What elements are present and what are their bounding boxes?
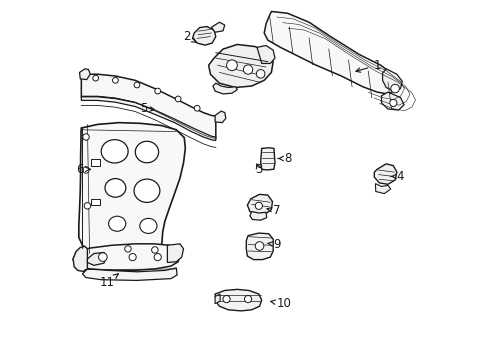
Polygon shape <box>81 97 215 140</box>
Polygon shape <box>381 92 403 110</box>
Polygon shape <box>167 244 183 262</box>
Polygon shape <box>249 212 266 220</box>
Ellipse shape <box>135 141 158 163</box>
Ellipse shape <box>108 216 125 231</box>
Polygon shape <box>382 69 402 91</box>
Polygon shape <box>87 252 106 265</box>
Ellipse shape <box>101 140 128 163</box>
Circle shape <box>82 134 89 140</box>
Polygon shape <box>215 111 225 123</box>
Circle shape <box>134 82 140 88</box>
Polygon shape <box>80 69 90 80</box>
Text: 9: 9 <box>267 238 280 251</box>
Polygon shape <box>82 268 177 280</box>
Polygon shape <box>246 233 273 260</box>
Circle shape <box>82 167 89 173</box>
Circle shape <box>255 202 262 210</box>
Polygon shape <box>91 199 100 205</box>
Polygon shape <box>81 74 215 138</box>
Polygon shape <box>215 294 220 304</box>
Circle shape <box>124 246 131 252</box>
Circle shape <box>223 296 230 303</box>
Circle shape <box>256 69 264 78</box>
Circle shape <box>151 247 158 253</box>
Polygon shape <box>215 289 261 311</box>
Polygon shape <box>73 246 87 271</box>
Text: 5: 5 <box>140 102 154 115</box>
Text: 6: 6 <box>76 163 90 176</box>
Circle shape <box>255 242 264 250</box>
Circle shape <box>93 75 99 81</box>
Text: 2: 2 <box>183 30 196 43</box>
Polygon shape <box>247 194 272 215</box>
Circle shape <box>112 77 118 83</box>
Circle shape <box>84 203 90 209</box>
Circle shape <box>244 296 251 303</box>
Polygon shape <box>73 244 180 270</box>
Ellipse shape <box>140 219 157 233</box>
Circle shape <box>390 84 399 93</box>
Text: 11: 11 <box>100 274 118 289</box>
Text: 10: 10 <box>270 297 291 310</box>
Polygon shape <box>375 184 390 194</box>
Circle shape <box>226 60 237 71</box>
Polygon shape <box>264 12 398 94</box>
Polygon shape <box>79 123 185 260</box>
Polygon shape <box>212 83 237 94</box>
Circle shape <box>175 96 181 102</box>
Ellipse shape <box>134 179 160 202</box>
Polygon shape <box>260 148 274 170</box>
Circle shape <box>389 99 396 107</box>
Polygon shape <box>91 159 100 166</box>
Ellipse shape <box>105 179 125 197</box>
Circle shape <box>99 253 107 261</box>
Text: 4: 4 <box>390 170 404 183</box>
Polygon shape <box>192 27 215 45</box>
Polygon shape <box>373 164 396 184</box>
Circle shape <box>154 253 161 261</box>
Text: 3: 3 <box>255 163 262 176</box>
Text: 1: 1 <box>355 59 380 72</box>
Text: 7: 7 <box>266 204 280 217</box>
Text: 8: 8 <box>278 152 291 165</box>
Polygon shape <box>211 22 224 32</box>
Circle shape <box>194 105 200 111</box>
Polygon shape <box>208 44 273 87</box>
Circle shape <box>155 88 160 94</box>
Circle shape <box>243 65 252 74</box>
Circle shape <box>129 253 136 261</box>
Polygon shape <box>257 45 274 63</box>
